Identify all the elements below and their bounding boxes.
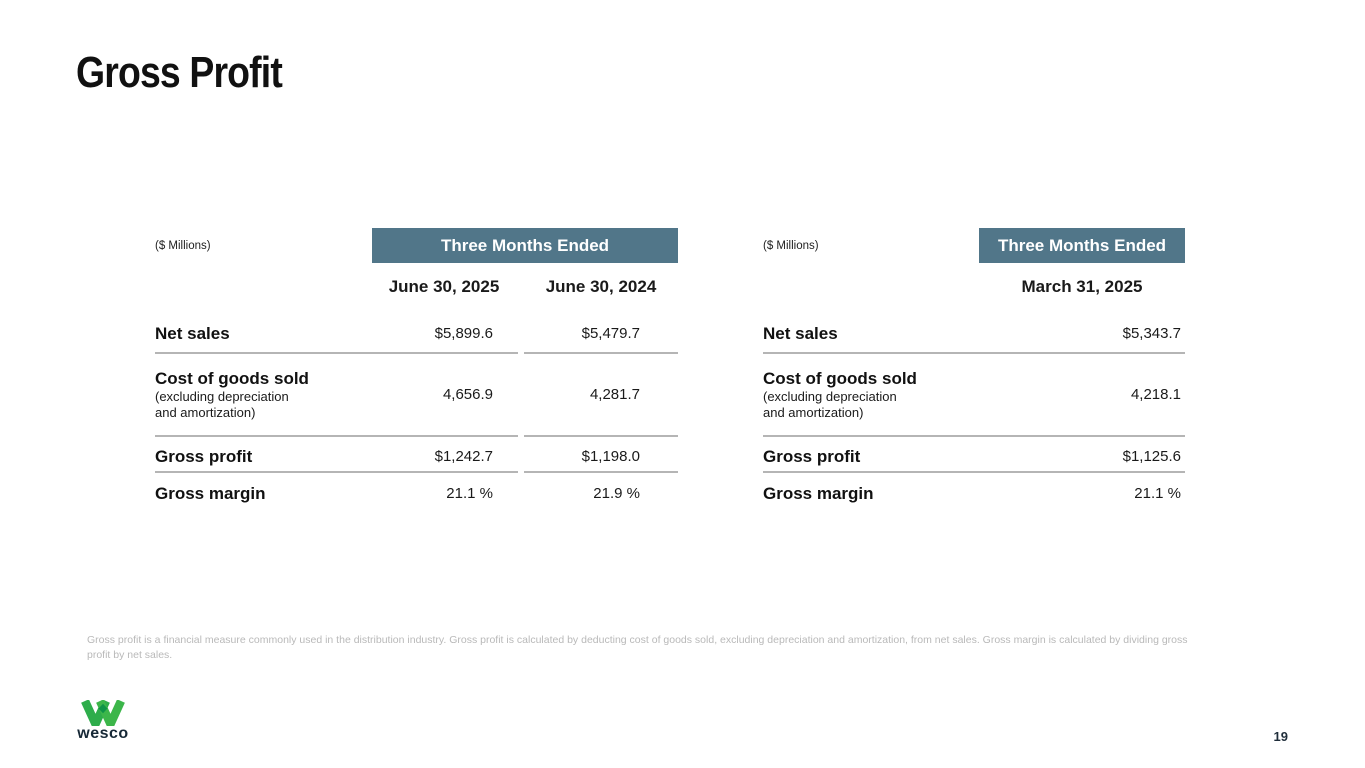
table-march-quarter: ($ Millions) Three Months Ended March 31… xyxy=(763,228,1185,510)
row-main-segment: Gross margin 21.1 % xyxy=(763,473,1185,510)
row-label-text: Gross margin xyxy=(155,484,266,503)
cell-value: $1,125.6 xyxy=(1122,448,1181,465)
row-main-segment: Cost of goods sold (excluding depreciatio… xyxy=(155,354,518,437)
row-label-text: Gross profit xyxy=(155,447,253,466)
footnote: Gross profit is a financial measure comm… xyxy=(87,634,1188,661)
row-label: Net sales xyxy=(763,323,979,344)
table-row: Gross profit $1,125.6 xyxy=(763,437,1185,473)
cell-value: $5,479.7 xyxy=(581,325,640,342)
dates-spacer xyxy=(763,276,979,298)
wesco-logo: wesco xyxy=(75,700,131,743)
wesco-w-icon xyxy=(81,700,125,726)
row-sublabel-text: (excluding depreciation and amortization… xyxy=(763,389,897,420)
cell-value: 4,218.1 xyxy=(1130,386,1181,403)
table-june-quarters: ($ Millions) Three Months Ended June 30,… xyxy=(155,228,678,510)
cell-value: $1,242.7 xyxy=(434,448,493,465)
row-main-segment: Gross profit $1,125.6 xyxy=(763,437,1185,473)
dates-row: March 31, 2025 xyxy=(763,276,1185,298)
cell-value: 21.1 % xyxy=(1134,485,1181,502)
cell-value: 21.9 % xyxy=(593,485,640,502)
row-label-text: Net sales xyxy=(155,324,230,343)
row-last-segment: 4,281.7 xyxy=(524,354,678,437)
table-row: Gross profit $1,242.7 $1,198.0 xyxy=(155,437,678,473)
row-label: Net sales xyxy=(155,323,370,344)
table-row: Net sales $5,899.6 $5,479.7 xyxy=(155,298,678,354)
row-label: Gross margin xyxy=(155,483,370,504)
row-main-segment: Net sales $5,899.6 xyxy=(155,298,518,354)
period-header-label: Three Months Ended xyxy=(997,235,1167,255)
row-label: Cost of goods sold (excluding depreciatio… xyxy=(155,368,370,421)
row-label: Cost of goods sold (excluding depreciatio… xyxy=(763,368,979,421)
table-row: Cost of goods sold (excluding depreciatio… xyxy=(155,354,678,437)
row-main-segment: Cost of goods sold (excluding depreciatio… xyxy=(763,354,1185,437)
cell-value: 21.1 % xyxy=(446,485,493,502)
table-header: ($ Millions) Three Months Ended xyxy=(763,228,1185,263)
table-body: Net sales $5,899.6 $5,479.7 Cost of goods s… xyxy=(155,298,678,510)
dates-row: June 30, 2025 June 30, 2024 xyxy=(155,276,678,298)
units-label: ($ Millions) xyxy=(763,239,819,252)
table-header: ($ Millions) Three Months Ended xyxy=(155,228,678,263)
dates-spacer xyxy=(155,276,370,298)
table-body: Net sales $5,343.7 Cost of goods sold (excl… xyxy=(763,298,1185,510)
row-last-segment: $1,198.0 xyxy=(524,437,678,473)
page-number: 19 xyxy=(1273,729,1288,744)
period-header: Three Months Ended xyxy=(372,228,678,263)
units-label: ($ Millions) xyxy=(155,239,211,252)
cell-value: 4,656.9 xyxy=(442,386,493,403)
row-label: Gross profit xyxy=(763,446,979,467)
row-label: Gross margin xyxy=(763,483,979,504)
table-row: Gross margin 21.1 % xyxy=(763,473,1185,510)
row-main-segment: Gross margin 21.1 % xyxy=(155,473,518,510)
row-label-text: Cost of goods sold xyxy=(763,369,917,388)
table-row: Gross margin 21.1 % 21.9 % xyxy=(155,473,678,510)
period-header-label: Three Months Ended xyxy=(440,235,610,255)
cell-value: $5,343.7 xyxy=(1122,325,1181,342)
row-label-text: Gross margin xyxy=(763,484,874,503)
cell-value: $1,198.0 xyxy=(581,448,640,465)
column-header: March 31, 2025 xyxy=(1021,277,1143,296)
row-last-segment: $5,479.7 xyxy=(524,298,678,354)
row-main-segment: Net sales $5,343.7 xyxy=(763,298,1185,354)
row-label-text: Cost of goods sold xyxy=(155,369,309,388)
cell-value: 4,281.7 xyxy=(589,386,640,403)
column-header: June 30, 2024 xyxy=(545,277,657,296)
page-title: Gross Profit xyxy=(76,48,283,97)
column-header: June 30, 2025 xyxy=(388,277,500,296)
wesco-logo-text: wesco xyxy=(77,725,129,742)
cell-value: $5,899.6 xyxy=(434,325,493,342)
row-label-text: Gross profit xyxy=(763,447,861,466)
period-header: Three Months Ended xyxy=(979,228,1185,263)
table-row: Net sales $5,343.7 xyxy=(763,298,1185,354)
row-label: Gross profit xyxy=(155,446,370,467)
row-last-segment: 21.9 % xyxy=(524,473,678,510)
row-label-text: Net sales xyxy=(763,324,838,343)
row-sublabel-text: (excluding depreciation and amortization… xyxy=(155,389,289,420)
row-main-segment: Gross profit $1,242.7 xyxy=(155,437,518,473)
table-row: Cost of goods sold (excluding depreciatio… xyxy=(763,354,1185,437)
